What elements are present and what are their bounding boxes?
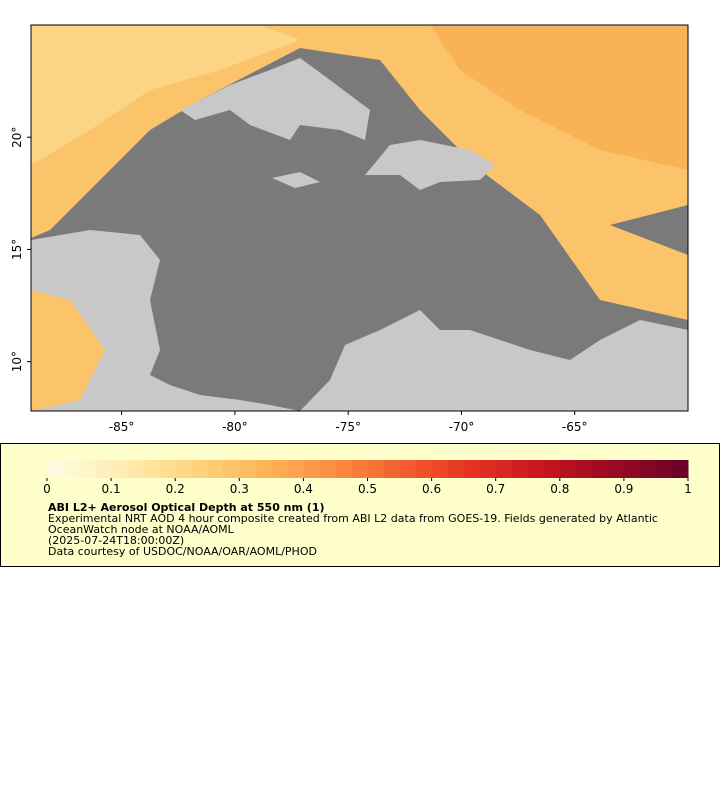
colorbar-cell	[671, 460, 689, 478]
scales: -85° -80° -75° -70° -65° 10° 15° 20° 0 0.1 0.2 0.3 0…	[10, 127, 692, 496]
colorbar-cell	[367, 460, 385, 478]
legend-line: (2025-07-24T18:00:00Z)	[48, 534, 184, 547]
colorbar-cell	[239, 460, 256, 478]
colorbar-cell	[495, 460, 513, 478]
colorbar-cell	[175, 460, 192, 478]
colorbar-tick-label: 0.8	[550, 482, 569, 496]
y-tick-label: 15°	[10, 239, 24, 260]
aerosol-field	[430, 25, 688, 170]
aerosol-field	[31, 290, 105, 411]
x-tick-label: -75°	[335, 420, 361, 434]
map	[31, 25, 688, 411]
colorbar-tick-label: 0.6	[422, 482, 441, 496]
colorbar-cell	[559, 460, 577, 478]
colorbar-cell	[127, 460, 144, 478]
colorbar-cell	[639, 460, 657, 478]
colorbar-cell	[511, 460, 529, 478]
colorbar-cell	[447, 460, 465, 478]
colorbar-cell	[527, 460, 545, 478]
legend-title: ABI L2+ Aerosol Optical Depth at 550 nm …	[48, 501, 325, 514]
x-tick-label: -85°	[109, 420, 135, 434]
colorbar-cell	[79, 460, 96, 478]
y-tick-label: 20°	[10, 127, 24, 148]
colorbar-cell	[63, 460, 80, 478]
colorbar-cell	[543, 460, 561, 478]
colorbar-cell	[255, 460, 272, 478]
colorbar-cell	[223, 460, 240, 478]
x-tick-label: -70°	[449, 420, 475, 434]
land-south-america	[300, 310, 688, 411]
colorbar-cell	[335, 460, 352, 478]
colorbar-cell	[143, 460, 160, 478]
colorbar-tick-label: 0.1	[102, 482, 121, 496]
land-hispaniola	[365, 140, 495, 190]
legend-line: Data courtesy of USDOC/NOAA/OAR/AOML/PHO…	[48, 545, 317, 558]
colorbar-cell	[351, 460, 368, 478]
x-tick-label: -65°	[562, 420, 588, 434]
colorbar-cell	[191, 460, 208, 478]
colorbar-tick-label: 0	[43, 482, 51, 496]
colorbar-cell	[47, 460, 64, 478]
colorbar-tick-label: 0.3	[230, 482, 249, 496]
colorbar-cell	[399, 460, 417, 478]
colorbar-cell	[95, 460, 112, 478]
colorbar-cell	[655, 460, 673, 478]
colorbar-cell	[479, 460, 497, 478]
colorbar-cell	[383, 460, 401, 478]
x-tick-label: -80°	[222, 420, 248, 434]
legend-line: OceanWatch node at NOAA/AOML	[48, 523, 235, 536]
colorbar-cell	[159, 460, 176, 478]
colorbar-cell	[111, 460, 128, 478]
land-central-america	[31, 230, 300, 411]
colorbar-tick-label: 0.5	[358, 482, 377, 496]
colorbar-cell	[431, 460, 449, 478]
colorbar-cell	[623, 460, 641, 478]
colorbar-tick-label: 1	[684, 482, 692, 496]
aerosol-field	[31, 25, 300, 165]
colorbar-cell	[575, 460, 593, 478]
land-jamaica	[272, 172, 320, 188]
colorbar-cell	[591, 460, 609, 478]
colorbar-cell	[287, 460, 304, 478]
colorbar-cell	[415, 460, 433, 478]
colorbar-tick-label: 0.4	[294, 482, 313, 496]
colorbar-cell	[607, 460, 625, 478]
colorbar-cell	[463, 460, 481, 478]
map-frame	[30, 24, 689, 412]
colorbar-cell	[319, 460, 336, 478]
colorbar-cell	[271, 460, 288, 478]
legend-line: Experimental NRT AOD 4 hour composite cr…	[48, 512, 658, 525]
colorbar-tick-label: 0.7	[486, 482, 505, 496]
colorbar-tick-label: 0.9	[614, 482, 633, 496]
colorbar-tick-label: 0.2	[166, 482, 185, 496]
colorbar-cell	[303, 460, 320, 478]
y-tick-label: 10°	[10, 351, 24, 372]
colorbar-cell	[207, 460, 224, 478]
land-cuba	[180, 58, 370, 140]
